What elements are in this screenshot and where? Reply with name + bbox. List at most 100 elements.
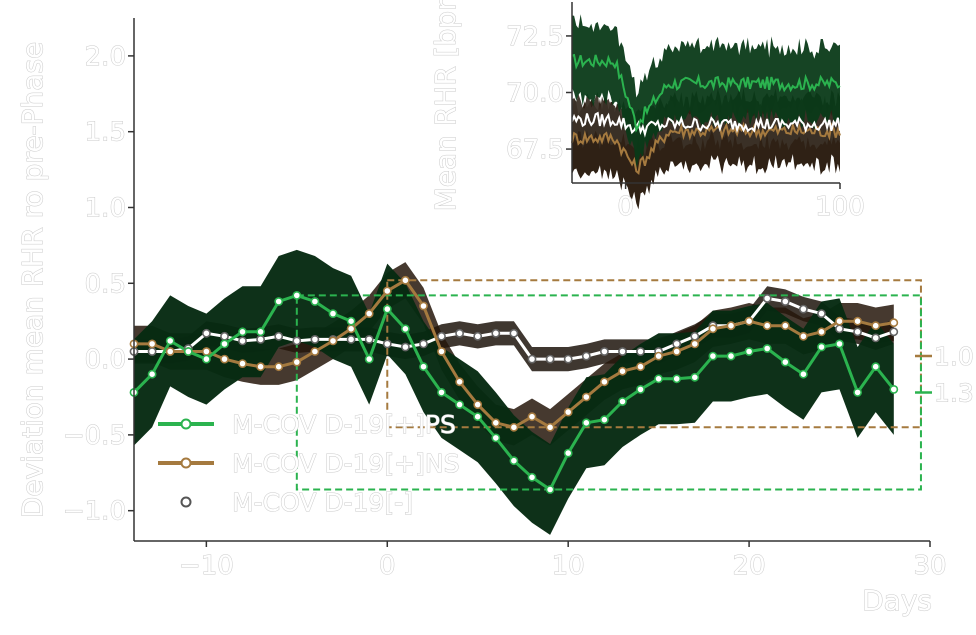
legend-entry-neg: M-COV D-19[-] <box>158 488 413 518</box>
point-pos <box>871 362 881 372</box>
point-ns <box>509 422 519 432</box>
x-tick-label: 0 <box>379 551 396 581</box>
point-ns <box>726 321 736 331</box>
point-pos <box>545 485 555 494</box>
point-ns <box>889 318 899 328</box>
point-neg <box>238 336 247 346</box>
point-neg <box>817 309 826 318</box>
point-ns <box>690 339 700 349</box>
y-tick-label: 0.5 <box>85 269 126 299</box>
point-ns <box>636 362 645 372</box>
point-pos <box>256 327 265 337</box>
inset-line-pos <box>571 53 841 133</box>
legend-marker-neg <box>180 496 192 508</box>
point-pos <box>201 354 211 364</box>
point-ns <box>473 400 483 409</box>
point-ns <box>817 327 826 337</box>
point-ns <box>491 418 501 428</box>
point-neg <box>364 334 374 344</box>
point-ns <box>220 354 229 364</box>
point-ns <box>563 407 573 417</box>
point-neg <box>201 328 211 338</box>
point-neg <box>310 334 320 344</box>
point-ns <box>346 324 356 334</box>
point-neg <box>762 293 772 303</box>
inset-x-ticks: 0 100 <box>617 183 865 223</box>
point-ns <box>744 316 754 326</box>
point-ns <box>654 351 663 361</box>
y-tick-label: −0.5 <box>63 421 126 451</box>
point-pos <box>147 369 157 379</box>
point-pos <box>364 354 374 364</box>
point-neg <box>853 327 862 337</box>
point-pos <box>400 324 410 334</box>
point-pos <box>690 372 700 382</box>
legend-entry-pos: M-COV D-19[+]PS <box>158 410 456 440</box>
inset-y-ticks: 67.5 70.0 72.5 <box>506 21 572 166</box>
point-pos <box>165 336 175 346</box>
point-neg <box>220 331 229 341</box>
point-ns <box>274 362 284 372</box>
point-neg <box>473 331 483 341</box>
inset-y-tick-label: 72.5 <box>506 22 564 52</box>
inset-y-axis-label: Mean RHR [bpm] <box>429 0 462 211</box>
point-pos <box>799 369 808 379</box>
point-pos <box>183 347 193 356</box>
annotation-label-ns: 1.0 <box>934 342 974 371</box>
point-ns <box>799 331 808 341</box>
main-x-ticks: −10 0 10 20 30 <box>178 541 947 582</box>
point-pos <box>220 339 229 349</box>
main-x-axis-label: Days <box>862 584 932 617</box>
point-pos <box>238 327 247 337</box>
legend: M-COV D-19[+]PS M-COV D-19[+]NS M-COV D-… <box>158 410 460 518</box>
legend-marker-pos <box>180 418 192 430</box>
point-ns <box>455 377 464 387</box>
point-pos <box>708 351 718 361</box>
inset-line-ns <box>571 121 841 176</box>
legend-label-neg: M-COV D-19[-] <box>232 488 413 517</box>
point-pos <box>455 400 464 409</box>
inset-plot: 0 100 67.5 70.0 72.5 Mean RHR [bpm] <box>429 0 866 223</box>
point-neg <box>600 347 609 356</box>
point-ns <box>382 286 392 296</box>
point-pos <box>835 339 844 349</box>
point-ns <box>400 275 410 285</box>
main-y-ticks: −1.0 −0.5 0.0 0.5 1.0 1.5 2.0 <box>62 41 134 527</box>
point-neg <box>419 339 428 349</box>
point-neg <box>527 354 537 364</box>
point-ns <box>310 347 320 356</box>
inset-x-tick-label: 0 <box>617 192 634 222</box>
x-tick-label: 20 <box>733 551 766 581</box>
x-tick-label: 30 <box>913 551 946 581</box>
inset-y-tick-label: 70.0 <box>506 79 564 109</box>
point-ns <box>437 347 446 356</box>
point-ns <box>780 321 790 331</box>
y-tick-label: 0.0 <box>85 345 126 375</box>
confidence-bands <box>134 249 894 535</box>
legend-marker-ns <box>180 457 192 469</box>
point-ns <box>328 336 338 346</box>
point-ns <box>600 377 609 387</box>
point-ns <box>256 362 265 372</box>
point-pos <box>491 433 501 443</box>
point-neg <box>437 331 446 341</box>
point-pos <box>437 387 446 397</box>
point-ns <box>618 366 627 376</box>
point-pos <box>310 297 320 306</box>
point-neg <box>292 336 302 346</box>
legend-entry-ns: M-COV D-19[+]NS <box>158 449 460 479</box>
point-neg <box>581 351 591 361</box>
point-neg <box>563 354 573 364</box>
y-tick-label: 2.0 <box>85 42 126 72</box>
point-ns <box>364 309 374 318</box>
point-ns <box>147 339 157 349</box>
inset-band-pos <box>572 14 840 170</box>
point-pos <box>581 418 591 428</box>
point-ns <box>708 324 718 334</box>
point-ns <box>581 392 591 402</box>
point-pos <box>889 384 899 394</box>
point-neg <box>491 328 501 338</box>
main-y-axis-label: Deviation mean RHR ro pre-Phase <box>16 42 49 519</box>
point-neg <box>780 297 790 306</box>
